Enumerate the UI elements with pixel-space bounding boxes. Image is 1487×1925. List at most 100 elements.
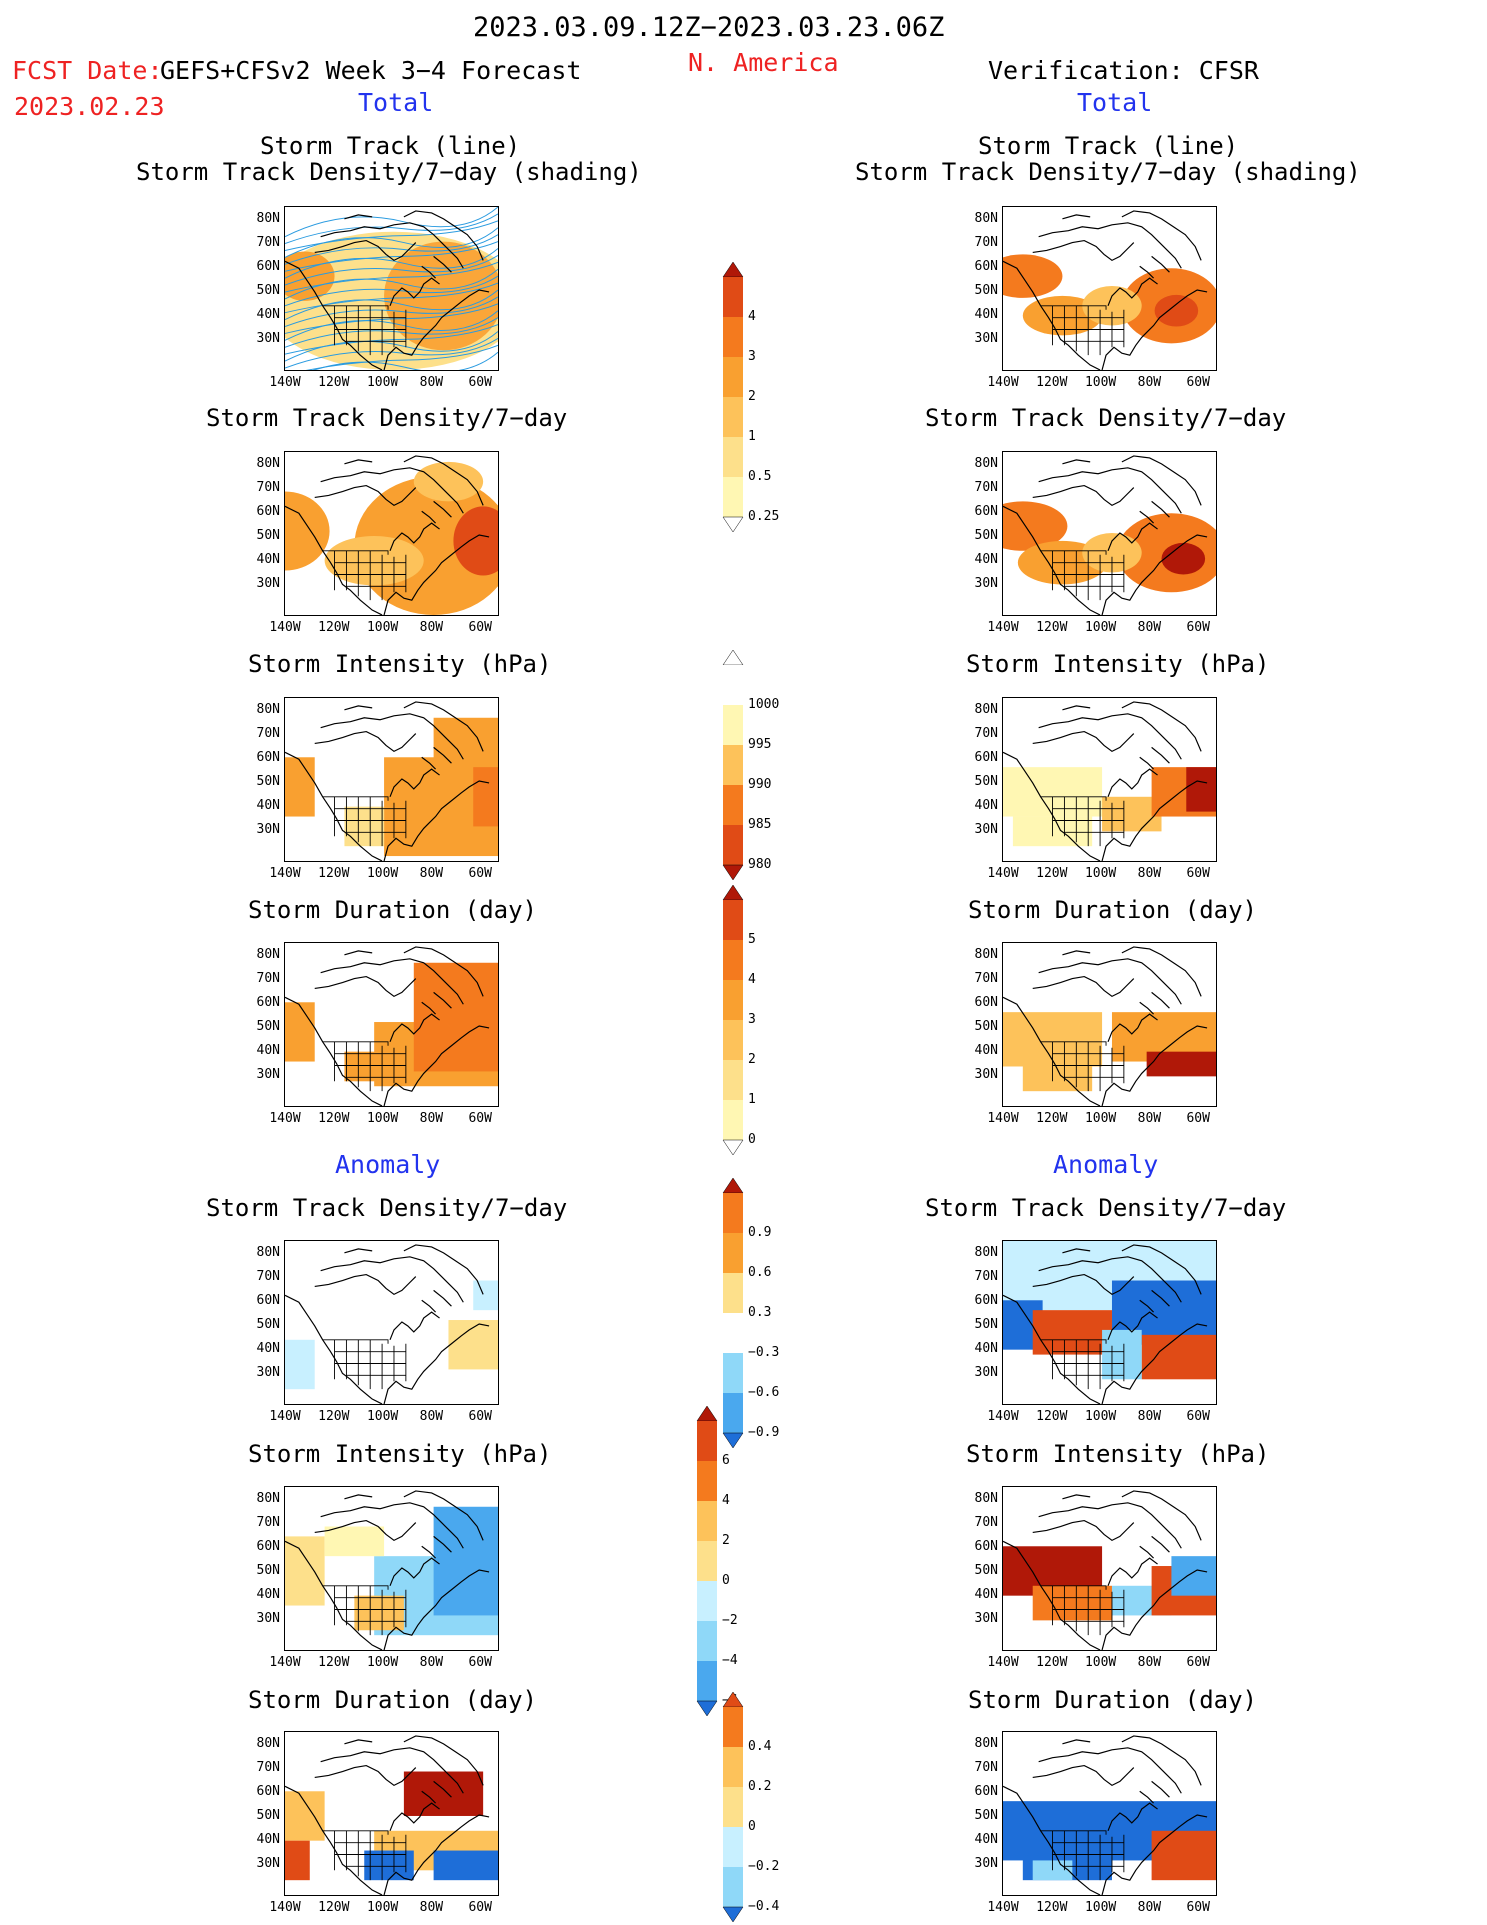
lon-tick-label: 60W [468, 1409, 492, 1424]
period-title: 2023.03.09.12Z−2023.03.23.06Z [473, 12, 945, 43]
lat-tick-label: 50N [256, 1019, 280, 1034]
colorbar-tick-label: 995 [748, 737, 772, 752]
map-panel-r4-verification [1002, 942, 1217, 1107]
lat-tick-label: 70N [974, 1760, 998, 1775]
lat-tick-label: 80N [974, 702, 998, 717]
lon-tick-label: 60W [1186, 375, 1210, 390]
lat-tick-label: 40N [256, 1341, 280, 1356]
colorbar-tick-label: −0.2 [748, 1859, 780, 1874]
colorbar-density-anom [722, 1178, 744, 1448]
colorbar-tick-label: −0.4 [748, 1899, 780, 1914]
panel-title-track-shading-right: Storm Track Density/7−day (shading) [855, 158, 1361, 186]
lat-tick-label: 50N [256, 283, 280, 298]
lon-tick-label: 100W [1084, 866, 1117, 881]
verification-label: Verification: CFSR [988, 56, 1259, 85]
lon-tick-label: 140W [269, 1111, 301, 1126]
colorbar-density-total [722, 262, 744, 532]
lat-tick-label: 60N [256, 1539, 280, 1554]
colorbar-tick-label: 1 [748, 1092, 756, 1107]
colorbar-intensity-anom [696, 1406, 718, 1716]
lat-tick-label: 70N [256, 1760, 280, 1775]
lat-tick-label: 40N [974, 1043, 998, 1058]
colorbar-tick-label: 2 [748, 1052, 756, 1067]
lon-tick-label: 80W [1137, 1900, 1162, 1915]
lat-tick-label: 50N [974, 528, 998, 543]
lon-tick-label: 80W [419, 620, 444, 635]
lat-tick-label: 40N [974, 1587, 998, 1602]
lat-tick-label: 60N [974, 995, 998, 1010]
lat-tick-label: 80N [256, 702, 280, 717]
lat-tick-label: 70N [974, 480, 998, 495]
lat-tick-label: 70N [256, 971, 280, 986]
colorbar-tick-label: −0.6 [748, 1385, 780, 1400]
lat-tick-label: 60N [256, 504, 280, 519]
lat-tick-label: 50N [974, 1808, 998, 1823]
lon-tick-label: 80W [419, 1655, 444, 1670]
lon-tick-label: 120W [1036, 1655, 1068, 1670]
lon-tick-label: 100W [366, 1655, 399, 1670]
lat-tick-label: 30N [974, 1856, 998, 1871]
colorbar-tick-label: 0.5 [748, 469, 772, 484]
lat-tick-label: 60N [974, 1539, 998, 1554]
lat-tick-label: 70N [256, 480, 280, 495]
lat-tick-label: 70N [256, 1269, 280, 1284]
map-panel-r2-verification [1002, 451, 1217, 616]
panel-title-density-left: Storm Track Density/7−day [206, 404, 568, 432]
lon-tick-label: 100W [1084, 620, 1117, 635]
colorbar-tick-label: −2 [722, 1613, 738, 1628]
fcst-date-label: FCST Date: [12, 56, 163, 85]
lon-tick-label: 140W [269, 1409, 301, 1424]
lon-tick-label: 120W [318, 1655, 350, 1670]
total-left-label: Total [358, 88, 434, 117]
lon-tick-label: 80W [1137, 1655, 1162, 1670]
lon-tick-label: 120W [318, 866, 350, 881]
lat-tick-label: 80N [256, 211, 280, 226]
lon-tick-label: 80W [419, 1111, 444, 1126]
colorbar-tick-label: 0.25 [748, 509, 780, 524]
lat-tick-label: 60N [974, 1784, 998, 1799]
map-panel-r1-forecast [284, 206, 499, 371]
panel-title-duration-anom-left: Storm Duration (day) [248, 1686, 537, 1714]
lat-tick-label: 60N [256, 1784, 280, 1799]
lon-tick-label: 140W [269, 866, 301, 881]
lat-tick-label: 50N [256, 1563, 280, 1578]
map-panel-r1-verification [1002, 206, 1217, 371]
lon-tick-label: 60W [468, 1111, 492, 1126]
lat-tick-label: 50N [256, 1808, 280, 1823]
lat-tick-label: 60N [974, 504, 998, 519]
lon-tick-label: 100W [1084, 1900, 1117, 1915]
lat-tick-label: 70N [974, 235, 998, 250]
panel-title-duration-anom-right: Storm Duration (day) [968, 1686, 1257, 1714]
anomaly-right-label: Anomaly [1053, 1150, 1159, 1179]
lat-tick-label: 60N [256, 995, 280, 1010]
colorbar-tick-label: 0.4 [748, 1739, 772, 1754]
panel-title-intensity-right: Storm Intensity (hPa) [966, 650, 1270, 678]
lat-tick-label: 80N [256, 1245, 280, 1260]
lon-tick-label: 80W [419, 1900, 444, 1915]
lon-tick-label: 120W [318, 1111, 350, 1126]
lat-tick-label: 60N [256, 750, 280, 765]
map-panel-r2-forecast [284, 451, 499, 616]
lat-tick-label: 40N [974, 307, 998, 322]
total-right-label: Total [1077, 88, 1153, 117]
map-panel-r5-forecast [284, 1240, 499, 1405]
lon-tick-label: 60W [1186, 1655, 1210, 1670]
lon-tick-label: 120W [1036, 866, 1068, 881]
panel-title-density-right: Storm Track Density/7−day [925, 404, 1287, 432]
colorbar-tick-label: 0 [748, 1132, 756, 1147]
colorbar-tick-label: 2 [748, 389, 756, 404]
lat-tick-label: 40N [256, 1043, 280, 1058]
colorbar-tick-label: 4 [722, 1493, 730, 1508]
map-panel-r5-verification [1002, 1240, 1217, 1405]
lat-tick-label: 70N [256, 726, 280, 741]
lon-tick-label: 100W [366, 375, 399, 390]
colorbar-intensity-total [722, 650, 744, 880]
panel-title-intensity-left: Storm Intensity (hPa) [248, 650, 552, 678]
lat-tick-label: 50N [974, 1317, 998, 1332]
lat-tick-label: 30N [256, 576, 280, 591]
panel-title-density-anom-right: Storm Track Density/7−day [925, 1194, 1287, 1222]
lon-tick-label: 100W [366, 1900, 399, 1915]
lat-tick-label: 80N [974, 211, 998, 226]
lon-tick-label: 140W [987, 620, 1019, 635]
lon-tick-label: 140W [269, 375, 301, 390]
